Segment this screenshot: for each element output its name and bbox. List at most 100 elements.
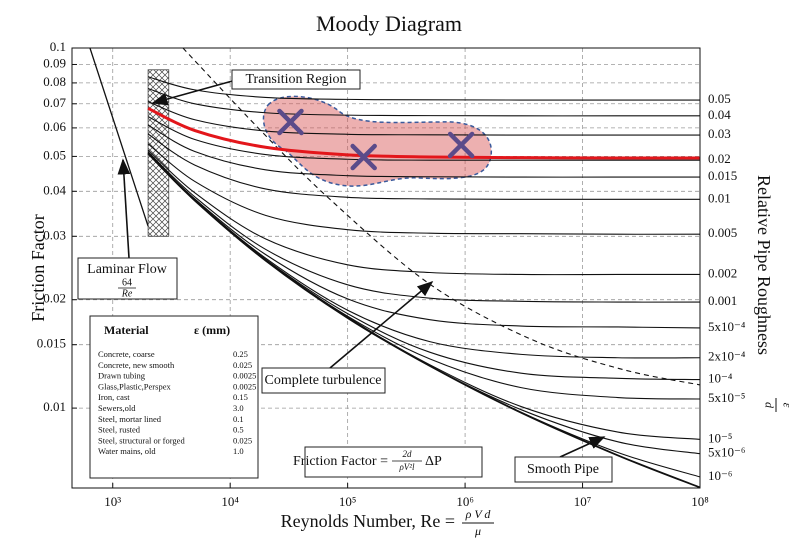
roughness-curve [147, 149, 700, 276]
table-cell: 0.0025 [233, 381, 256, 391]
x-axis-label-denominator: μ [474, 524, 481, 538]
table-cell: Sewers,old [98, 403, 136, 413]
roughness-label: 0.05 [708, 91, 731, 106]
roughness-curve [147, 133, 700, 200]
annotation-box [304, 446, 483, 478]
table-cell: Steel, rusted [98, 425, 141, 435]
y2-axis-label: Relative Pipe Roughness [754, 175, 774, 355]
x-tick-label: 10³ [104, 494, 121, 509]
y-tick-label: 0.06 [43, 119, 66, 134]
roughness-label: 10⁻⁶ [708, 468, 732, 483]
roughness-curve [147, 116, 700, 161]
laminar-formula-numerator: 64 [122, 277, 132, 288]
y-axis-label: Friction Factor [28, 214, 48, 321]
formula-denominator: ρV²l [398, 462, 415, 472]
roughness-label: 0.04 [708, 107, 731, 122]
table-cell: 0.025 [233, 435, 252, 445]
annotation-box [261, 367, 386, 394]
table-cell: Water mains, old [98, 446, 156, 456]
highlight-curve [147, 106, 700, 160]
x-tick-label: 10⁵ [339, 494, 357, 509]
complete-turbulence-line [182, 48, 700, 386]
x-marker-stroke [277, 108, 304, 136]
roughness-curve [147, 124, 700, 178]
roughness-label: 0.015 [708, 168, 737, 183]
y-tick-label: 0.05 [43, 147, 66, 162]
roughness-label: 5x10⁻⁶ [708, 445, 745, 460]
annotation-box [231, 69, 361, 90]
y-tick-label: 0.03 [43, 227, 66, 242]
plot-frame [71, 47, 701, 489]
table-cell: Glass,Plastic,Perspex [98, 381, 171, 391]
roughness-curve [147, 152, 700, 329]
table-cell: 1.0 [233, 446, 244, 456]
formula-numerator: 2d [403, 449, 413, 459]
table-cell: 0.5 [233, 425, 244, 435]
roughness-curve [147, 87, 700, 117]
table-cell: 0.025 [233, 360, 252, 370]
highlight-region [262, 95, 492, 187]
arrow [559, 436, 606, 458]
roughness-label: 0.01 [708, 190, 731, 205]
laminar-formula-denominator: Re [121, 288, 133, 299]
table-cell: 0.15 [233, 392, 248, 402]
table-cell: Concrete, new smooth [98, 360, 175, 370]
x-axis-label-numerator: ρ V d [465, 507, 492, 521]
table-cell: Steel, structural or forged [98, 435, 185, 445]
y-tick-label: 0.015 [37, 336, 66, 351]
y2-axis-label-denominator: d [762, 402, 776, 409]
x-marker-stroke [447, 131, 475, 159]
x-tick-label: 10⁸ [691, 494, 709, 509]
material-table: Material ε (mm) Concrete, coarse 0.25 Conc… [89, 315, 259, 479]
ticks: 10³ 10⁴ 10⁵ 10⁶ 10⁷ 10⁸0.10.090.080.070.060.0… [37, 39, 709, 509]
x-tick-label: 10⁷ [574, 494, 592, 509]
laminar-line [89, 48, 149, 227]
roughness-label: 0.001 [708, 293, 737, 308]
roughness-label: 0.02 [708, 151, 731, 166]
roughness-label: 10⁻⁴ [708, 371, 733, 386]
table-header: ε (mm) [194, 323, 230, 337]
roughness-label: 0.005 [708, 225, 737, 240]
roughness-curve [147, 76, 700, 101]
smooth-pipe-label: Smooth Pipe [527, 462, 599, 477]
y-tick-label: 0.08 [43, 74, 66, 89]
x-marker-stroke [350, 143, 377, 171]
x-tick-label: 10⁶ [456, 494, 474, 509]
laminar-label: Laminar Flow [87, 262, 168, 277]
roughness-label: 5x10⁻⁵ [708, 390, 745, 405]
annotations: Transition Region Laminar Flow 64 Re Com… [77, 69, 613, 483]
roughness-label: 10⁻⁵ [708, 430, 732, 445]
table-cell: Drawn tubing [98, 371, 146, 381]
y-tick-label: 0.01 [43, 399, 66, 414]
table-cell: Iron, cast [98, 392, 130, 402]
table-cell: Concrete, coarse [98, 349, 155, 359]
roughness-curve [147, 151, 700, 303]
table-cell: 3.0 [233, 403, 244, 413]
formula-label: Friction Factor = [293, 454, 388, 469]
table-cell: 0.1 [233, 414, 244, 424]
table-box [89, 315, 259, 479]
table-cell: 0.0025 [233, 371, 256, 381]
x-marker [447, 131, 475, 159]
table-cell: 0.25 [233, 349, 248, 359]
annotation-box [514, 456, 613, 483]
y-tick-label: 0.04 [43, 182, 66, 197]
turbulence-label: Complete turbulence [264, 373, 381, 388]
x-marker [350, 143, 377, 171]
roughness-label: 5x10⁻⁴ [708, 319, 746, 334]
roughness-label: 0.002 [708, 265, 737, 280]
smooth-pipe-curve [147, 152, 700, 488]
x-tick-label: 10⁴ [221, 494, 239, 509]
arrow [329, 280, 434, 369]
roughness-label: 2x10⁻⁴ [708, 349, 746, 364]
table-header: Material [104, 323, 149, 337]
y-tick-label: 0.02 [43, 291, 66, 306]
y2-axis-label-numerator: ε [780, 403, 794, 408]
x-axis-label: Reynolds Number, Re = [281, 511, 455, 531]
y-tick-label: 0.1 [50, 39, 66, 54]
arrow [117, 158, 131, 259]
formula-suffix: ΔP [425, 454, 442, 469]
roughness-curve [147, 101, 700, 136]
